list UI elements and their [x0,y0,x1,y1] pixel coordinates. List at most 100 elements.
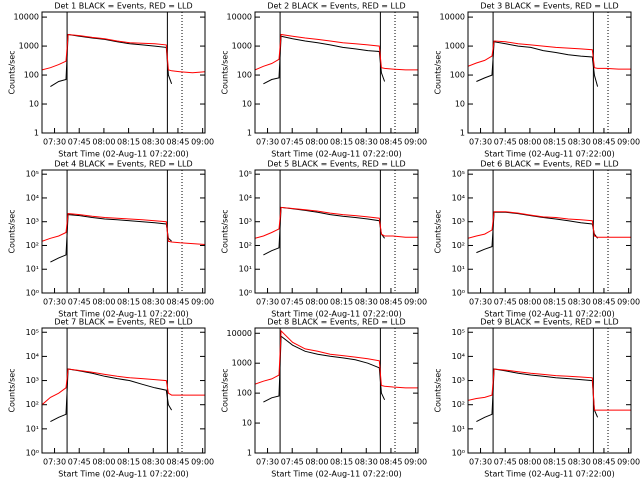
y-tick-label: 10⁴ [452,352,465,361]
series-line [255,206,418,239]
x-tick-label: 08:45 [592,458,615,467]
series-line [263,35,386,85]
x-tick-label: 07:30 [469,298,492,307]
x-tick-label: 08:30 [142,458,165,467]
x-tick-label: 09:00 [191,458,214,467]
series-line [468,368,631,411]
x-tick-label: 08:15 [543,138,566,147]
series-line [263,206,385,256]
plot-frame [41,327,206,454]
x-tick-label: 07:30 [469,138,492,147]
panel: Det 9 BLACK = Events, RED = LLD Start Tim… [434,318,640,479]
y-tick-label: 10³ [239,217,252,226]
y-tick-label: 10² [239,241,252,250]
x-tick-label: 08:30 [568,298,591,307]
x-axis-label: Start Time (02-Aug-11 07:22:00) [271,310,402,319]
y-tick-label: 10⁵ [26,170,39,179]
y-tick-label: 10¹ [452,424,465,433]
x-tick-label: 07:45 [494,458,517,467]
plot-lines [255,12,418,133]
x-tick-label: 08:15 [543,458,566,467]
y-tick-label: 10³ [452,217,465,226]
x-axis-label: Start Time (02-Aug-11 07:22:00) [58,150,189,159]
y-tick-label: 10² [26,241,39,250]
x-tick-label: 09:00 [617,138,640,147]
plot-lines [468,12,631,133]
panel: Det 2 BLACK = Events, RED = LLD Start Tim… [221,2,428,159]
panel: Det 8 BLACK = Events, RED = LLD Start Tim… [221,318,428,479]
y-tick-label: 1000 [445,42,465,51]
chart-title: Det 2 BLACK = Events, RED = LLD [267,2,405,11]
x-axis-label: Start Time (02-Aug-11 07:22:00) [271,150,402,159]
plot-lines [42,170,205,293]
y-tick-label: 10⁴ [239,193,252,202]
x-tick-label: 07:30 [43,458,66,467]
series-line [42,33,205,74]
chart-title: Det 8 BLACK = Events, RED = LLD [267,318,405,327]
x-tick-label: 09:00 [404,458,427,467]
x-tick-label: 08:45 [379,298,402,307]
y-tick-label: 10000 [227,13,252,22]
chart-title: Det 9 BLACK = Events, RED = LLD [480,318,618,327]
y-tick-label: 10³ [26,376,39,385]
x-tick-label: 08:45 [379,138,402,147]
x-tick-label: 08:00 [92,138,115,147]
x-tick-label: 08:00 [305,138,328,147]
x-tick-label: 07:30 [43,138,66,147]
plot-frame [254,169,419,294]
plot-frame [254,11,419,134]
y-tick-label: 10 [242,419,252,428]
series-line [255,33,418,71]
y-tick-label: 10³ [26,217,39,226]
plot-frame [41,11,206,134]
y-tick-label: 10² [452,241,465,250]
x-tick-label: 08:00 [92,298,115,307]
y-axis-label: Counts/sec [221,209,230,253]
y-axis-label: Counts/sec [221,368,230,412]
x-tick-label: 08:00 [305,298,328,307]
x-tick-label: 08:15 [330,298,353,307]
y-tick-label: 10⁵ [239,170,252,179]
plot-lines [468,328,631,453]
y-tick-label: 1 [247,129,252,138]
x-tick-label: 07:45 [68,298,91,307]
chart-title: Det 6 BLACK = Events, RED = LLD [480,160,618,169]
series-line [476,211,598,254]
chart-title: Det 1 BLACK = Events, RED = LLD [54,2,192,11]
x-tick-label: 09:00 [617,458,640,467]
x-tick-label: 07:45 [281,458,304,467]
x-tick-label: 08:30 [355,298,378,307]
x-tick-label: 08:15 [117,138,140,147]
panel: Det 7 BLACK = Events, RED = LLD Start Tim… [8,318,215,479]
series-line [50,33,173,88]
x-tick-label: 09:00 [191,138,214,147]
series-line [263,335,386,403]
x-tick-label: 08:15 [117,298,140,307]
plot-frame [254,327,419,454]
plot-lines [42,328,205,453]
y-tick-label: 10 [242,100,252,109]
y-axis-label: Counts/sec [434,209,443,253]
y-tick-label: 10¹ [452,265,465,274]
y-tick-label: 10000 [14,13,39,22]
x-axis-label: Start Time (02-Aug-11 07:22:00) [484,150,615,159]
x-tick-label: 09:00 [404,298,427,307]
chart-title: Det 4 BLACK = Events, RED = LLD [54,160,192,169]
y-tick-label: 10⁰ [26,289,39,298]
x-tick-label: 07:30 [256,138,279,147]
x-tick-label: 08:45 [166,138,189,147]
plot-frame [467,11,632,134]
y-tick-label: 10¹ [239,265,252,274]
y-tick-label: 10⁴ [26,352,39,361]
y-axis-label: Counts/sec [221,50,230,94]
x-tick-label: 09:00 [191,298,214,307]
series-line [255,329,418,389]
x-tick-label: 08:00 [305,458,328,467]
x-tick-label: 08:00 [92,458,115,467]
series-line [476,368,599,423]
x-tick-label: 08:30 [355,138,378,147]
x-tick-label: 08:30 [568,138,591,147]
x-tick-label: 09:00 [617,298,640,307]
y-axis-label: Counts/sec [8,209,17,253]
